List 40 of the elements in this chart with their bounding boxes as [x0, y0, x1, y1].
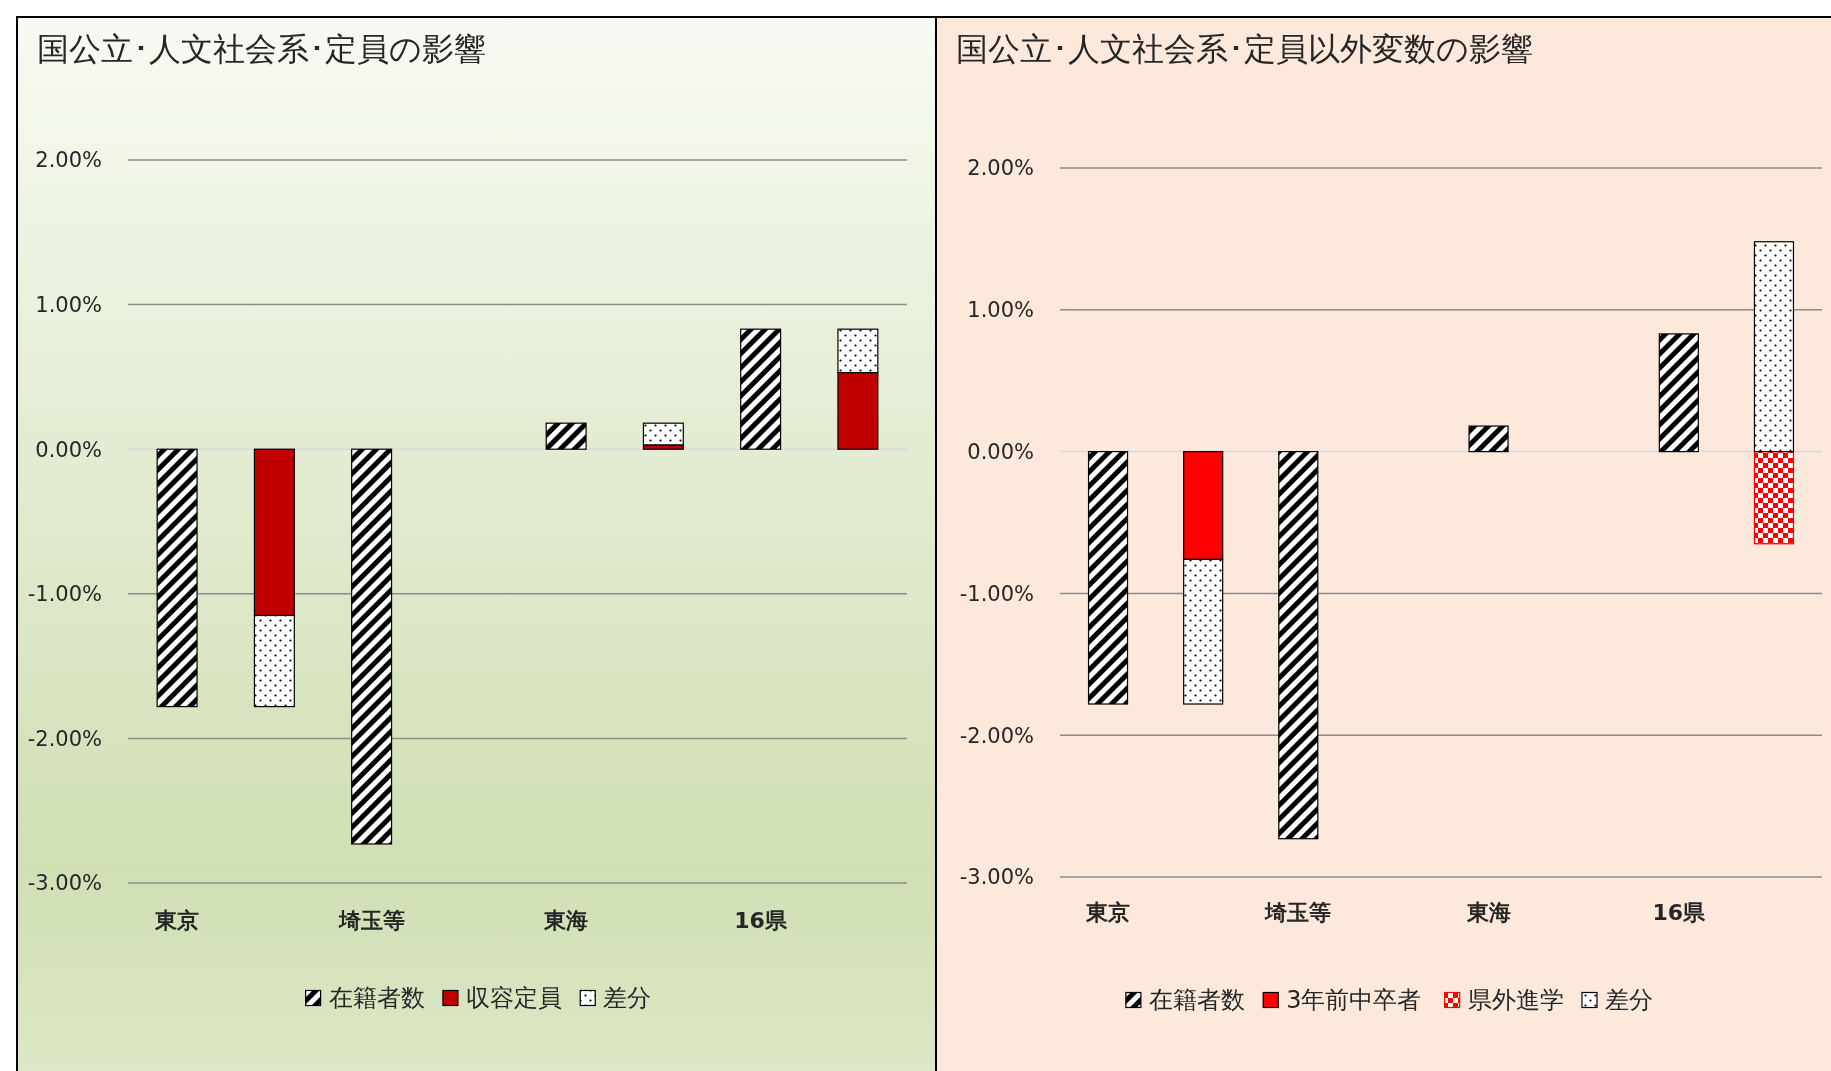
y-tick-label: 1.00%: [35, 292, 102, 317]
legend-label: 在籍者数: [1148, 986, 1245, 1015]
y-tick-label: -3.00%: [959, 865, 1034, 890]
x-tick-label: 16県: [1652, 900, 1707, 925]
legend-label: 在籍者数: [328, 984, 425, 1013]
bar: [1278, 451, 1319, 840]
bar: [156, 448, 198, 708]
y-tick-label: 0.00%: [967, 439, 1034, 464]
chart-title: 国公立･人文社会系･定員以外変数の影響: [956, 30, 1533, 68]
legend-label: 収容定員: [465, 984, 562, 1013]
x-tick-label: 東京: [1085, 900, 1131, 925]
bar: [1753, 241, 1795, 453]
bar: [545, 422, 587, 450]
bar: [1658, 333, 1699, 453]
bar: [1753, 451, 1795, 545]
y-tick-label: -2.00%: [959, 723, 1034, 748]
bar: [1087, 451, 1129, 705]
y-tick-label: 2.00%: [35, 148, 102, 173]
legend-label: 差分: [603, 984, 652, 1013]
y-tick-label: -2.00%: [27, 726, 102, 751]
chart-title: 国公立･人文社会系･定員の影響: [37, 30, 486, 68]
y-tick-label: -1.00%: [27, 582, 102, 607]
legend-label: 3年前中卒者: [1286, 986, 1422, 1015]
y-tick-label: 1.00%: [967, 298, 1034, 323]
bar: [740, 328, 782, 450]
legend-label: 差分: [1604, 986, 1653, 1015]
x-tick-label: 埼玉等: [1264, 900, 1332, 925]
y-tick-label: -1.00%: [959, 581, 1034, 606]
x-tick-label: 東海: [543, 908, 589, 933]
y-tick-label: 0.00%: [35, 437, 102, 462]
bar: [1468, 425, 1509, 453]
x-tick-label: 東海: [1465, 900, 1511, 925]
x-tick-label: 東京: [154, 908, 200, 933]
x-tick-label: 埼玉等: [337, 908, 405, 933]
legend-label: 県外進学: [1467, 986, 1564, 1015]
y-tick-label: 2.00%: [967, 156, 1034, 181]
bar: [351, 448, 393, 845]
y-tick-label: -3.00%: [27, 871, 102, 896]
bar: [642, 422, 684, 446]
x-tick-label: 16県: [734, 908, 788, 933]
